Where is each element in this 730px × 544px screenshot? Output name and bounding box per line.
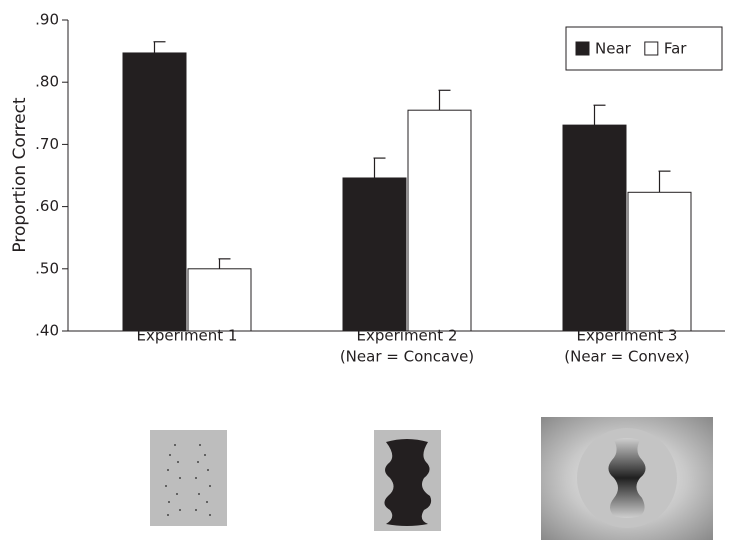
bar <box>188 269 251 331</box>
y-tick-label: .80 <box>35 73 59 91</box>
y-tick-label: .60 <box>35 197 59 215</box>
stimulus-concave <box>374 430 441 531</box>
legend-swatch <box>645 42 658 55</box>
y-tick-label: .50 <box>35 259 59 277</box>
stimulus-convex <box>541 417 713 540</box>
legend-label: Far <box>664 40 687 58</box>
y-axis-label: Proportion Correct <box>10 97 30 253</box>
page: {"chart_data": {"type": "bar", "ylabel":… <box>0 0 730 544</box>
stimulus-dots <box>150 430 227 526</box>
bar <box>628 192 691 331</box>
y-tick-label: .40 <box>35 322 59 340</box>
x-tick-label: Experiment 2 <box>357 327 458 345</box>
y-tick-label: .70 <box>35 135 59 153</box>
x-tick-label: Experiment 3 <box>577 327 678 345</box>
x-tick-label: (Near = Convex) <box>564 348 690 366</box>
bar <box>123 53 186 331</box>
legend-label: Near <box>595 40 632 58</box>
bar <box>408 110 471 331</box>
chart: Proportion Correct .40 .50 .60 .70 .80 .90 Exp… <box>0 0 730 540</box>
x-tick-label: Experiment 1 <box>137 327 238 345</box>
y-tick-label: .90 <box>35 11 59 29</box>
bar <box>343 178 406 331</box>
bar <box>563 125 626 331</box>
x-tick-label: (Near = Concave) <box>340 348 474 366</box>
legend-swatch <box>576 42 589 55</box>
